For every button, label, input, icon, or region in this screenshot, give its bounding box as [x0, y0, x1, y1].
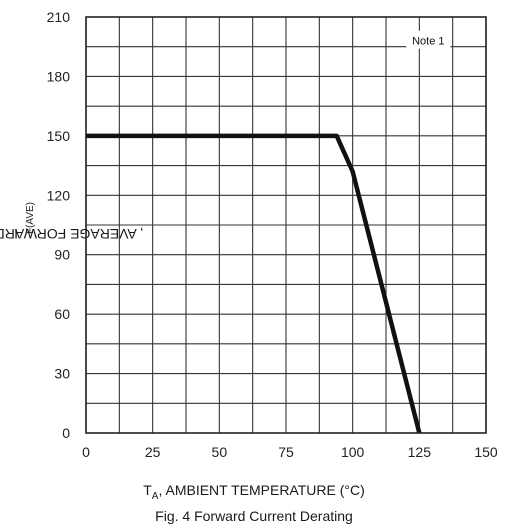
- x-tick-label: 25: [145, 444, 161, 460]
- note-annotation: Note 1: [406, 30, 451, 49]
- y-tick-label: 60: [54, 306, 70, 322]
- x-tick-label: 50: [212, 444, 228, 460]
- y-tick-label: 150: [47, 128, 71, 144]
- y-tick-label: 90: [54, 247, 70, 263]
- tick-labels: 0 25 50 75 100 125 150 0 30 60 90 120 150 180 210: [47, 9, 498, 460]
- note-box: [406, 30, 451, 49]
- derating-curve: [86, 133, 422, 434]
- chart: 0 25 50 75 100 125 150 0 30 60 90 120 150 180 210 Note…: [47, 9, 498, 460]
- x-tick-label: 125: [408, 444, 432, 460]
- x-axis-label: TA, AMBIENT TEMPERATURE (°C): [143, 482, 365, 502]
- grid: [85, 16, 487, 434]
- y-tick-label: 210: [47, 9, 71, 25]
- x-tick-label: 100: [341, 444, 365, 460]
- series: [86, 133, 422, 434]
- x-tick-label: 75: [278, 444, 294, 460]
- y-tick-label: 0: [62, 425, 70, 441]
- y-tick-label: 180: [47, 68, 71, 84]
- plot-frame: [85, 16, 487, 434]
- x-tick-label: 150: [474, 444, 498, 460]
- y-tick-label: 30: [54, 366, 70, 382]
- x-tick-label: 0: [82, 444, 90, 460]
- note-label: Note 1: [412, 36, 444, 48]
- y-tick-label: 120: [47, 187, 71, 203]
- figure-caption: Fig. 4 Forward Current Derating: [155, 508, 353, 524]
